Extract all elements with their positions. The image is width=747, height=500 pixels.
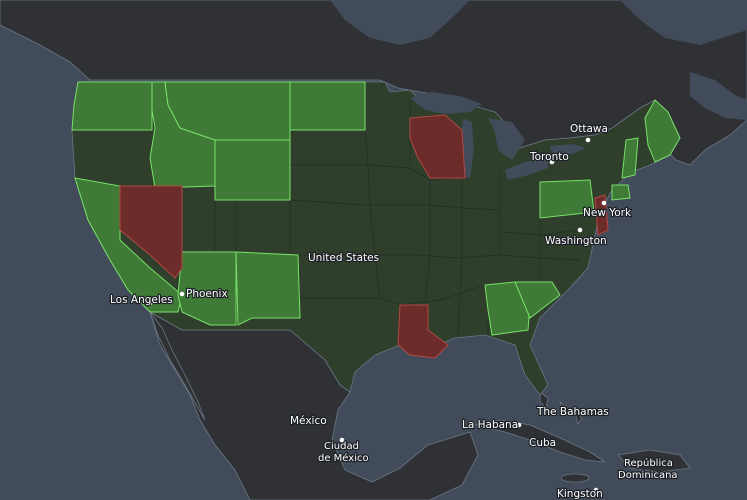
state-new-mexico: [235, 251, 301, 326]
city-dot-ottawa[interactable]: [585, 137, 591, 143]
hudson-bay: [330, 0, 470, 45]
city-dot-washington[interactable]: [577, 227, 583, 233]
city-dot-kingston[interactable]: [593, 487, 599, 493]
label-ottawa[interactable]: Ottawa: [569, 122, 609, 136]
red-states: [119, 114, 609, 359]
lake-superior: [410, 92, 482, 114]
lake-huron: [488, 118, 525, 160]
state-pennsylvania: [539, 179, 595, 219]
label-new-york[interactable]: New York: [582, 206, 633, 220]
state-washington: [71, 81, 153, 131]
city-dot-los-angeles[interactable]: [147, 300, 153, 306]
state-wyoming: [214, 139, 291, 201]
label-ciudad-de-mexico-line1[interactable]: Ciudad: [323, 440, 360, 453]
label-bahamas[interactable]: The Bahamas: [535, 405, 610, 419]
label-cuba[interactable]: Cuba: [528, 436, 557, 450]
city-dot-phoenix[interactable]: [179, 291, 185, 297]
lake-erie: [505, 158, 548, 180]
city-dot-ciudad-de-mexico[interactable]: [339, 437, 345, 443]
label-la-habana[interactable]: La Habana: [461, 418, 520, 432]
state-south-carolina: [514, 281, 561, 319]
green-states: [71, 81, 681, 336]
city-dot-new-york[interactable]: [601, 200, 607, 206]
city-dot-toronto[interactable]: [549, 159, 555, 165]
state-wisconsin: [409, 114, 466, 179]
state-north-dakota: [289, 81, 366, 131]
city-dot-la-habana[interactable]: [516, 422, 522, 428]
label-republica-line1[interactable]: República: [623, 456, 674, 470]
state-nevada: [119, 185, 183, 279]
label-los-angeles[interactable]: Los Angeles: [109, 293, 174, 307]
state-louisiana: [397, 304, 449, 359]
state-maine: [644, 99, 681, 163]
label-washington[interactable]: Washington: [544, 234, 608, 248]
state-new-jersey: [611, 184, 631, 201]
label-republica-line2[interactable]: Dominicana: [617, 469, 679, 482]
label-united-states[interactable]: United States: [307, 251, 381, 265]
bahamas-land: [539, 391, 583, 425]
hispaniola-land: [617, 449, 691, 473]
jamaica-land: [560, 473, 590, 483]
city-dots: [147, 137, 607, 493]
state-vermont: [621, 137, 639, 179]
lake-ontario: [550, 144, 586, 154]
gulf-st-lawrence: [690, 72, 747, 120]
label-phoenix[interactable]: Phoenix: [185, 287, 229, 301]
labrador-sea: [620, 0, 747, 45]
baja-peninsula: [149, 311, 206, 421]
label-kingston[interactable]: Kingston: [556, 487, 604, 500]
label-toronto[interactable]: Toronto: [528, 150, 570, 164]
label-ciudad-de-mexico-line2[interactable]: de México: [317, 451, 370, 465]
label-mexico[interactable]: México: [289, 414, 328, 428]
map-labels: Ottawa Toronto New York Washington Unite…: [109, 122, 679, 500]
